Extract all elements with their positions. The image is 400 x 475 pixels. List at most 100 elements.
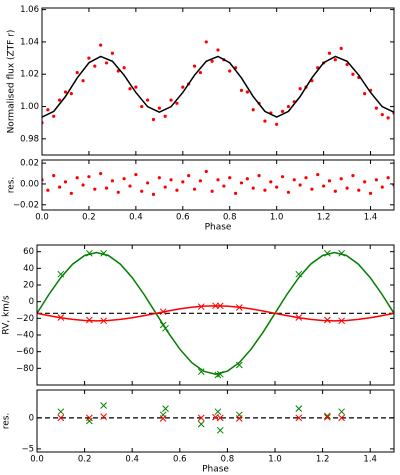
y-tick-label: 1.02 [20, 70, 39, 80]
data-point [374, 106, 378, 110]
data-point [286, 190, 290, 194]
data-point [116, 190, 120, 194]
data-point [157, 176, 161, 180]
data-point [338, 414, 345, 422]
data-point [239, 88, 244, 92]
data-point [316, 172, 320, 177]
data-point [324, 249, 331, 257]
axes-frame [36, 389, 395, 453]
data-point [275, 185, 279, 189]
data-point [86, 249, 93, 257]
data-point [380, 185, 384, 189]
data-point [280, 175, 285, 179]
data-point [327, 179, 332, 183]
axes-frame [36, 244, 395, 386]
data-point [57, 314, 65, 321]
data-point [338, 408, 345, 416]
data-point [324, 413, 331, 421]
data-point [212, 302, 219, 310]
data-point [140, 104, 144, 109]
data-point [204, 40, 208, 44]
data-point [151, 117, 156, 122]
data-point [292, 178, 296, 182]
data-point [216, 414, 224, 422]
data-point [187, 174, 191, 178]
x-tick-label: 0.8 [223, 213, 237, 223]
model-curve [42, 55, 394, 118]
x-tick-label: 0.0 [35, 213, 49, 223]
data-point [151, 192, 156, 196]
data-point [87, 175, 91, 179]
data-point [99, 43, 103, 47]
data-point [181, 85, 185, 89]
y-axis-label: RV, km/s [2, 295, 12, 335]
data-point [162, 405, 169, 412]
data-point [75, 176, 79, 180]
data-point [169, 98, 173, 102]
data-point [374, 178, 378, 182]
data-point [57, 408, 65, 416]
data-point [93, 187, 97, 191]
data-point [327, 51, 332, 55]
data-point [214, 408, 222, 416]
data-point [286, 104, 290, 109]
data-point [357, 188, 361, 192]
data-point [228, 69, 232, 73]
data-point [333, 189, 337, 193]
data-point [304, 176, 308, 180]
x-tick-label: 0.8 [221, 455, 235, 465]
data-point [197, 303, 205, 311]
data-point [322, 184, 326, 188]
data-point [146, 181, 150, 185]
data-point [122, 177, 126, 181]
data-point [100, 413, 107, 421]
data-point [214, 371, 222, 379]
x-tick-label: 0.0 [30, 455, 44, 465]
x-tick-label: 0.2 [82, 213, 96, 223]
model-curve [37, 251, 394, 375]
data-point [163, 114, 167, 118]
data-point [345, 62, 349, 67]
data-point [363, 180, 367, 184]
x-tick-label: 1.0 [268, 455, 282, 465]
data-point [57, 270, 65, 278]
y-axis-label: Normalised flux (ZTF r) [7, 30, 17, 134]
data-point [122, 66, 126, 70]
data-point [295, 405, 303, 412]
data-point [175, 101, 179, 105]
data-point [338, 249, 345, 257]
y-tick-label: 40 [23, 264, 34, 274]
plot-area [37, 249, 394, 379]
data-point [181, 180, 185, 184]
data-point [100, 317, 107, 325]
y-tick-label: 0 [29, 413, 34, 423]
data-point [257, 174, 261, 178]
data-point [295, 314, 303, 321]
data-point [197, 420, 205, 428]
data-point [368, 191, 373, 195]
data-point [310, 187, 314, 191]
data-point [52, 174, 56, 178]
plot-area [42, 169, 394, 196]
data-point [159, 321, 167, 329]
x-tick-label: 1.2 [317, 213, 331, 223]
y-tick-label: 0.02 [20, 159, 39, 169]
data-point [69, 191, 73, 195]
data-point [216, 302, 224, 310]
y-tick-label: −20 [16, 314, 34, 324]
data-point [351, 174, 355, 178]
data-point [298, 87, 302, 91]
data-point [245, 90, 249, 94]
data-point [251, 186, 255, 190]
data-point [192, 64, 197, 68]
data-point [100, 249, 107, 257]
data-point [380, 113, 384, 117]
data-point [216, 426, 224, 434]
data-point [235, 415, 243, 422]
data-point [100, 402, 107, 409]
data-point [263, 119, 267, 123]
data-point [338, 317, 345, 325]
data-point [128, 87, 132, 91]
y-axis-label: res. [7, 177, 17, 194]
data-point [134, 172, 138, 177]
